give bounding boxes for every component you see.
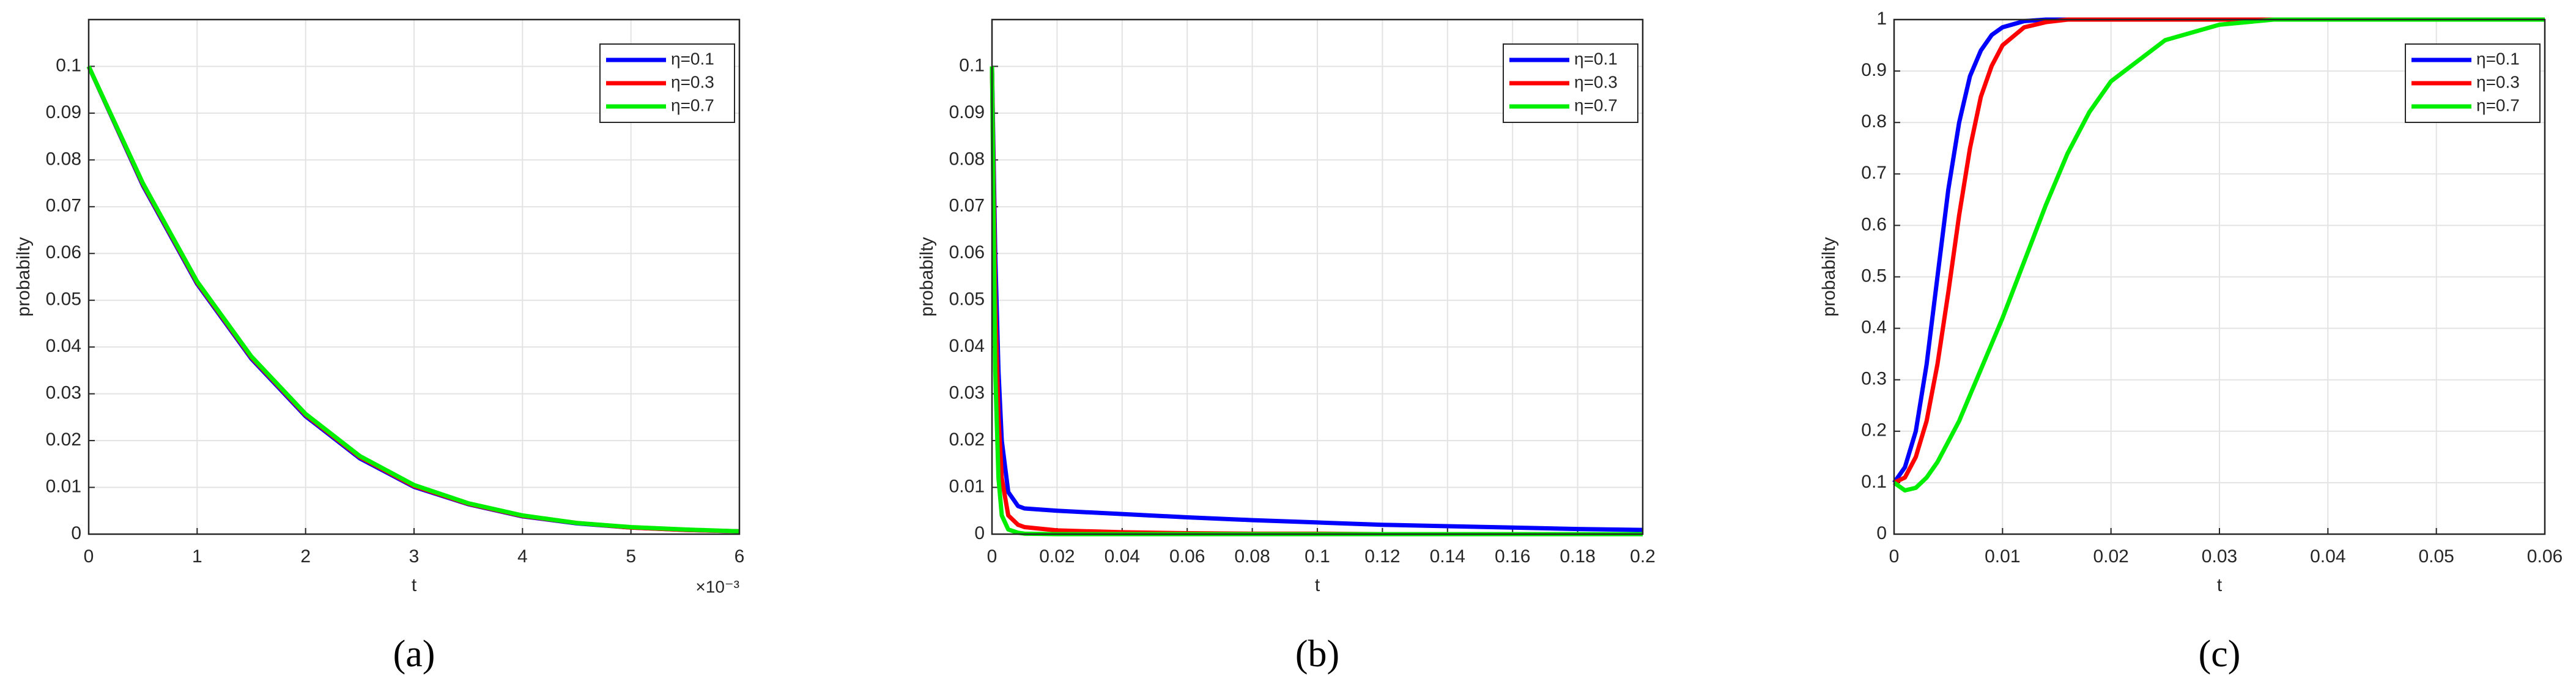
x-tick-label: 0.05 [2418, 546, 2454, 567]
y-tick-label: 0.01 [949, 476, 985, 496]
y-tick-label: 0.02 [949, 430, 985, 450]
x-tick-label: 0 [1889, 546, 1900, 567]
y-tick-label: 0.07 [46, 196, 81, 216]
x-tick-label: 1 [192, 546, 202, 567]
plot-frame [991, 18, 1644, 535]
y-tick-label: 0.09 [949, 102, 985, 122]
caption: (a) [393, 633, 435, 675]
x-tick-label: 2 [300, 546, 311, 567]
y-tick-label: 0.1 [56, 55, 81, 75]
legend-label: η=0.1 [1574, 49, 1618, 68]
y-axis-label: probabilty [917, 237, 937, 316]
y-tick-label: 0.02 [46, 430, 81, 450]
chart: 0 1 2 3 4 5 6 0 0.01 0.02 0.03 0.04 0.05 0.06 0.07 0.08… [13, 18, 745, 675]
y-axis-label: probabilty [1819, 237, 1839, 316]
plot-frame [1893, 18, 2546, 535]
y-tick-label: 0.08 [46, 149, 81, 169]
caption: (b) [1295, 633, 1339, 675]
y-tick-label: 0.8 [1861, 111, 1887, 132]
x-tick-label: 0.02 [2093, 546, 2128, 567]
legend-label: η=0.1 [2476, 49, 2520, 68]
plot-frame [87, 18, 741, 535]
y-tick-label: 0.06 [46, 242, 81, 262]
y-tick-label: 0.4 [1861, 318, 1887, 338]
y-tick-label: 0.05 [46, 289, 81, 310]
x-tick-label: 0 [84, 546, 94, 567]
x-tick-label: 0.1 [1305, 546, 1330, 567]
y-tick-label: 0.03 [949, 383, 985, 403]
y-tick-label: 0.06 [949, 242, 985, 262]
y-tick-label: 0.7 [1861, 163, 1887, 183]
y-tick-label: 0.05 [949, 289, 985, 310]
y-tick-label: 0.3 [1861, 369, 1887, 389]
y-tick-label: 0.6 [1861, 214, 1887, 234]
x-tick-label: 0.16 [1495, 546, 1530, 567]
y-tick-label: 0.04 [46, 336, 81, 356]
x-tick-label: 0.14 [1430, 546, 1465, 567]
chart: 0 0.02 0.04 0.06 0.08 0.1 0.12 0.14 0.16 0.18 0.2 0… [917, 18, 1656, 675]
x-tick-label: 0.06 [1169, 546, 1205, 567]
x-multiplier: ×10⁻³ [695, 577, 739, 596]
y-tick-label: 0.03 [46, 383, 81, 403]
x-tick-label: 0.01 [1985, 546, 2020, 567]
legend-label: η=0.7 [671, 95, 714, 114]
x-tick-label: 0.2 [1630, 546, 1656, 567]
x-axis-label: t [412, 575, 417, 595]
y-tick-label: 0.5 [1861, 266, 1887, 286]
y-axis-label: probabilty [13, 237, 34, 316]
y-tick-label: 0 [974, 523, 985, 543]
data-line [990, 66, 1643, 532]
legend-label: η=0.1 [671, 49, 714, 68]
x-axis-label: t [1315, 575, 1320, 595]
x-tick-label: 4 [517, 546, 528, 567]
x-tick-label: 6 [735, 546, 745, 567]
y-tick-label: 0.2 [1861, 420, 1887, 441]
x-tick-label: 3 [409, 546, 420, 567]
caption: (c) [2199, 633, 2241, 675]
y-tick-label: 0.1 [959, 55, 985, 75]
y-tick-label: 0.08 [949, 149, 985, 169]
data-line [86, 65, 740, 534]
legend-label: η=0.7 [2476, 95, 2520, 114]
legend-label: η=0.3 [2476, 72, 2520, 91]
y-tick-label: 0.01 [46, 476, 81, 496]
legend-label: η=0.3 [1574, 72, 1618, 91]
x-tick-label: 0.12 [1364, 546, 1400, 567]
y-tick-label: 0 [1876, 523, 1887, 543]
legend-label: η=0.7 [1574, 95, 1618, 114]
x-tick-label: 0.04 [1105, 546, 1140, 567]
x-tick-label: 0.08 [1234, 546, 1270, 567]
x-tick-label: 0.18 [1560, 546, 1595, 567]
y-tick-label: 0 [71, 523, 81, 543]
legend-label: η=0.3 [671, 72, 714, 91]
chart: 0 0.01 0.02 0.03 0.04 0.05 0.06 0 0.1 0.2 0.3 0.4 0.… [1819, 9, 2563, 675]
y-tick-label: 0.04 [949, 336, 985, 356]
y-tick-label: 0.9 [1861, 60, 1887, 80]
x-tick-label: 0.02 [1039, 546, 1075, 567]
x-tick-label: 0.04 [2310, 546, 2345, 567]
x-tick-label: 0 [987, 546, 997, 567]
x-tick-label: 0.06 [2527, 546, 2563, 567]
y-tick-label: 1 [1876, 9, 1887, 29]
x-tick-label: 0.03 [2202, 546, 2237, 567]
data-line [1892, 17, 2545, 493]
y-tick-label: 0.07 [949, 196, 985, 216]
y-tick-label: 0.09 [46, 102, 81, 122]
x-axis-label: t [2217, 575, 2223, 595]
y-tick-label: 0.1 [1861, 472, 1887, 492]
x-tick-label: 5 [626, 546, 636, 567]
